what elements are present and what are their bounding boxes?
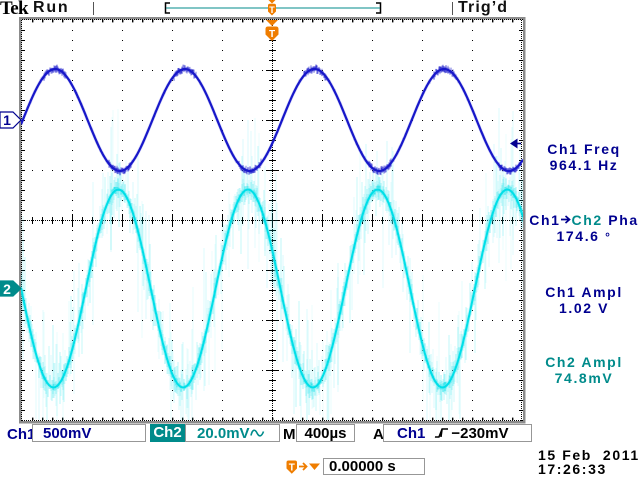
svg-text:T: T bbox=[289, 463, 295, 474]
svg-text:T: T bbox=[269, 29, 275, 40]
svg-text:1: 1 bbox=[3, 112, 11, 128]
svg-text:2: 2 bbox=[3, 281, 11, 297]
svg-text:T: T bbox=[269, 5, 275, 15]
